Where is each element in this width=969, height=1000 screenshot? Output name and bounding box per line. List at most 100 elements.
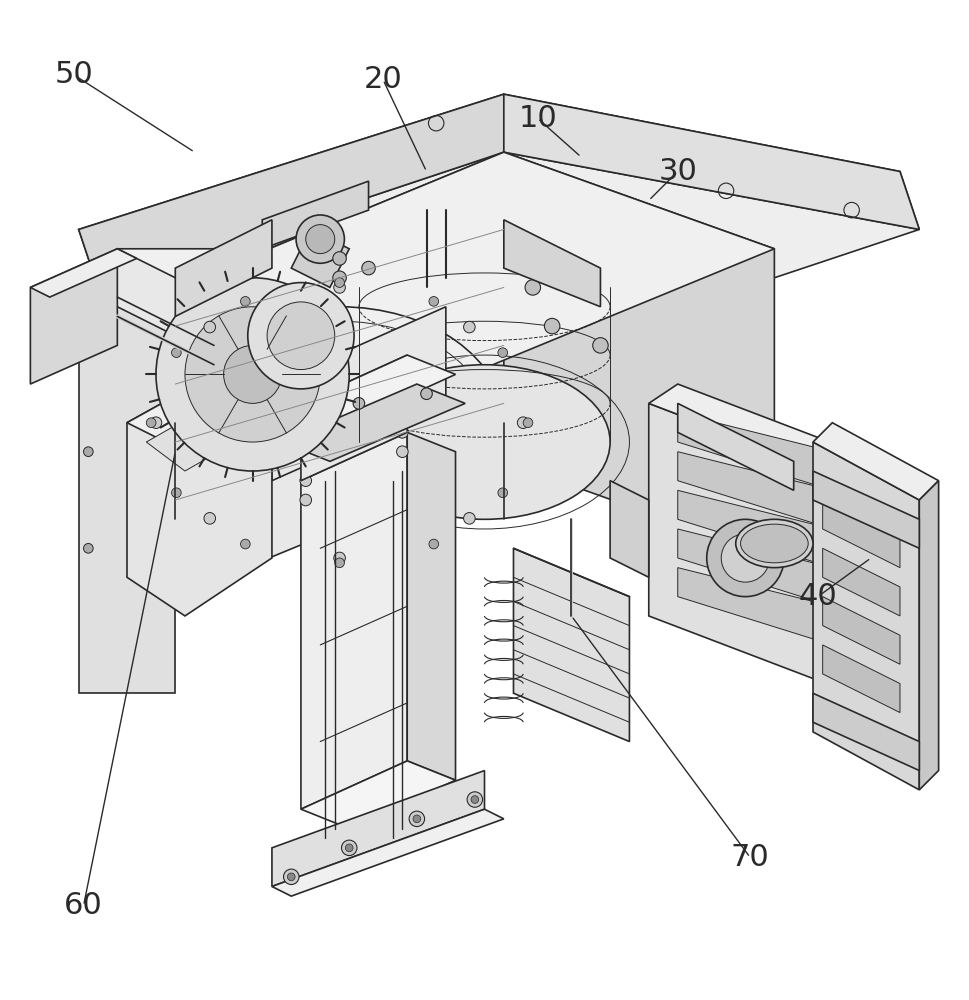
Polygon shape (504, 220, 601, 307)
Polygon shape (78, 249, 311, 384)
Circle shape (523, 418, 533, 428)
Circle shape (333, 282, 345, 293)
Polygon shape (852, 461, 881, 693)
Circle shape (421, 388, 432, 400)
Polygon shape (823, 645, 900, 713)
Polygon shape (813, 442, 920, 790)
Circle shape (545, 318, 560, 334)
Polygon shape (272, 809, 504, 896)
Circle shape (306, 225, 334, 254)
Ellipse shape (359, 365, 610, 519)
Circle shape (463, 321, 475, 333)
Circle shape (248, 283, 354, 389)
Circle shape (471, 796, 479, 803)
Circle shape (409, 811, 424, 827)
Circle shape (172, 348, 181, 357)
Circle shape (267, 302, 334, 370)
Circle shape (297, 215, 344, 263)
Circle shape (284, 869, 299, 885)
Circle shape (332, 271, 346, 285)
Circle shape (341, 840, 357, 856)
Circle shape (240, 539, 250, 549)
Circle shape (240, 297, 250, 306)
Polygon shape (301, 355, 407, 481)
Polygon shape (301, 355, 455, 423)
Polygon shape (677, 413, 832, 490)
Circle shape (721, 534, 769, 582)
Circle shape (333, 552, 345, 564)
Polygon shape (301, 761, 455, 829)
Text: 10: 10 (518, 104, 557, 133)
Polygon shape (98, 152, 920, 365)
Circle shape (296, 427, 307, 438)
Polygon shape (78, 287, 175, 693)
Polygon shape (813, 423, 939, 500)
Polygon shape (30, 249, 137, 297)
Polygon shape (813, 693, 920, 771)
Circle shape (361, 261, 375, 275)
Polygon shape (649, 384, 881, 481)
Text: 70: 70 (731, 843, 769, 872)
Ellipse shape (740, 524, 808, 563)
Polygon shape (146, 403, 253, 471)
Polygon shape (272, 307, 446, 481)
Circle shape (146, 418, 156, 428)
Circle shape (150, 417, 162, 428)
Polygon shape (263, 181, 368, 249)
Polygon shape (649, 403, 852, 693)
Text: 40: 40 (798, 582, 837, 611)
Ellipse shape (735, 519, 813, 568)
Polygon shape (504, 94, 920, 229)
Polygon shape (272, 771, 484, 886)
Polygon shape (78, 94, 920, 287)
Polygon shape (677, 529, 832, 606)
Circle shape (300, 475, 312, 486)
Circle shape (83, 447, 93, 457)
Circle shape (83, 543, 93, 553)
Circle shape (332, 252, 346, 265)
Polygon shape (677, 490, 832, 568)
Circle shape (463, 513, 475, 524)
Circle shape (517, 417, 529, 428)
Polygon shape (407, 432, 455, 780)
Polygon shape (677, 568, 832, 645)
Circle shape (156, 278, 349, 471)
Circle shape (396, 446, 408, 457)
Text: 60: 60 (64, 891, 103, 920)
Text: 50: 50 (54, 60, 93, 89)
Polygon shape (292, 229, 349, 287)
Circle shape (467, 792, 483, 807)
Text: 30: 30 (658, 157, 697, 186)
Circle shape (413, 815, 421, 823)
Circle shape (429, 539, 439, 549)
Polygon shape (78, 249, 214, 287)
Circle shape (498, 348, 508, 357)
Circle shape (224, 345, 282, 403)
Circle shape (525, 280, 541, 295)
Circle shape (203, 513, 215, 524)
Polygon shape (504, 152, 774, 558)
Circle shape (498, 488, 508, 498)
Polygon shape (175, 152, 504, 597)
Polygon shape (610, 481, 649, 577)
Polygon shape (920, 481, 939, 790)
Circle shape (300, 494, 312, 506)
Circle shape (172, 488, 181, 498)
Polygon shape (813, 471, 920, 548)
Polygon shape (127, 374, 272, 616)
Polygon shape (166, 403, 292, 519)
Polygon shape (823, 597, 900, 664)
Circle shape (288, 873, 296, 881)
Circle shape (185, 307, 320, 442)
Polygon shape (823, 500, 900, 568)
Polygon shape (677, 403, 794, 490)
Polygon shape (282, 384, 465, 461)
Circle shape (396, 427, 408, 438)
Polygon shape (514, 548, 630, 742)
Polygon shape (175, 152, 774, 384)
Polygon shape (677, 452, 832, 529)
Circle shape (593, 338, 609, 353)
Polygon shape (175, 220, 272, 316)
Text: 20: 20 (363, 65, 402, 94)
Circle shape (334, 278, 344, 287)
